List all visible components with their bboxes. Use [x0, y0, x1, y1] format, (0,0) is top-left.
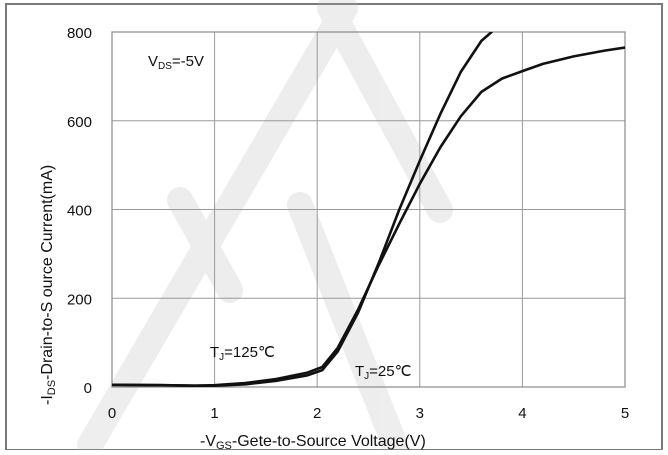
x-tick-label: 3	[416, 405, 424, 422]
y-tick-label: 0	[84, 380, 92, 397]
x-tick-labels: 0 1 2 3 4 5	[108, 405, 629, 422]
y-tick-label: 200	[67, 291, 92, 308]
series-label-25c: TJ=25℃	[355, 363, 411, 382]
x-tick-label: 4	[518, 405, 526, 422]
y-tick-labels: 0 200 400 600 800	[67, 25, 92, 397]
watermark	[77, 0, 453, 455]
y-axis-label: -IDS-Drain-to-S ource Current(mA)	[39, 165, 58, 405]
vds-annotation: VDS=-5V	[148, 53, 204, 72]
x-tick-label: 5	[621, 405, 629, 422]
x-axis-label: -VGS-Gete-to-Source Voltage(V)	[200, 433, 426, 450]
series-line-1	[112, 32, 493, 387]
grid	[112, 32, 625, 387]
y-tick-label: 600	[67, 114, 92, 131]
x-tick-label: 0	[108, 405, 116, 422]
y-tick-label: 400	[67, 203, 92, 220]
figure-border	[5, 3, 663, 451]
y-tick-label: 800	[67, 25, 92, 42]
plot-area-border	[111, 31, 626, 388]
x-tick-label: 2	[313, 405, 321, 422]
x-tick-label: 1	[210, 405, 218, 422]
series-lines	[112, 32, 625, 387]
series-label-125c: TJ=125℃	[210, 344, 275, 363]
